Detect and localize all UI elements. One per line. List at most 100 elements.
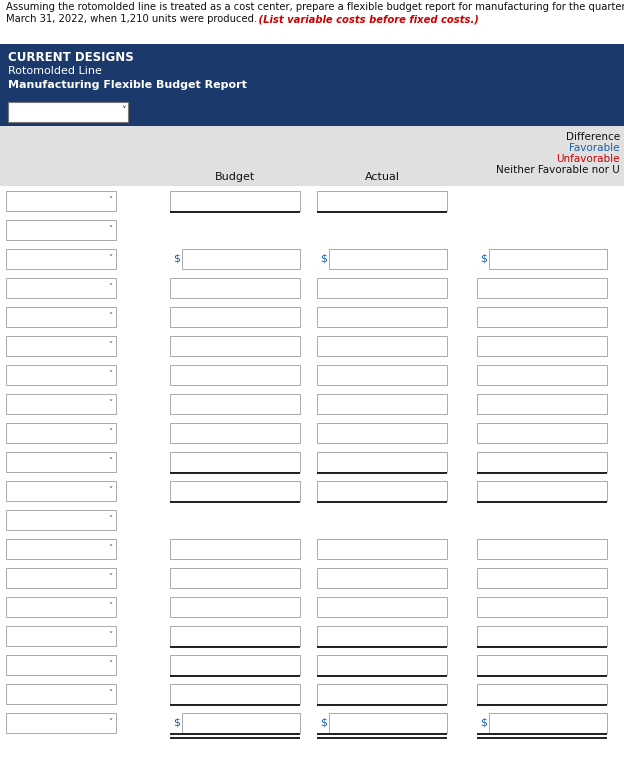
Bar [6,451,116,472]
Text: (List variable costs before fixed costs.): (List variable costs before fixed costs.… [255,14,479,24]
Bar [489,249,607,269]
Bar [317,364,447,385]
Bar [317,654,447,674]
Bar [170,451,300,472]
Bar [170,684,300,703]
Text: ˅: ˅ [108,370,112,379]
Bar [8,102,128,122]
Bar [477,277,607,298]
Bar [6,249,116,269]
Bar [477,684,607,703]
Text: $: $ [173,717,180,727]
Bar [6,597,116,616]
Bar [329,249,447,269]
Bar [170,364,300,385]
Bar [170,567,300,587]
Bar [6,654,116,674]
Bar [317,451,447,472]
Bar [6,510,116,529]
Bar [317,277,447,298]
Bar [170,277,300,298]
Bar [477,451,607,472]
Bar [6,423,116,442]
Text: ˅: ˅ [108,515,112,524]
Bar [6,219,116,239]
Text: ˅: ˅ [108,312,112,321]
Text: $: $ [173,253,180,263]
Bar [477,567,607,587]
Text: ˅: ˅ [108,602,112,611]
Text: March 31, 2022, when 1,210 units were produced.: March 31, 2022, when 1,210 units were pr… [6,14,257,24]
Bar [317,625,447,646]
Bar [317,538,447,559]
Bar [317,684,447,703]
Bar [477,480,607,500]
Text: ˅: ˅ [108,486,112,495]
Bar [6,277,116,298]
Text: $: $ [480,253,487,263]
Bar [182,713,300,733]
Bar [6,190,116,211]
Text: ˅: ˅ [108,196,112,205]
Bar [329,713,447,733]
Text: ˅: ˅ [108,544,112,553]
Text: ˅: ˅ [108,283,112,292]
Bar [477,336,607,356]
Bar [6,567,116,587]
Bar [6,306,116,326]
Bar [182,249,300,269]
Text: $: $ [320,717,327,727]
Bar [317,567,447,587]
Bar [6,684,116,703]
Text: ˅: ˅ [108,689,112,698]
Text: ˅: ˅ [108,718,112,727]
Bar [317,393,447,413]
Bar [317,306,447,326]
Text: ˅: ˅ [108,399,112,408]
Text: ˅: ˅ [108,225,112,234]
Text: CURRENT DESIGNS: CURRENT DESIGNS [8,51,134,64]
Bar [477,538,607,559]
Bar [477,306,607,326]
Bar [0,44,624,126]
Bar [0,126,624,186]
Text: ˅: ˅ [108,341,112,350]
Text: ˅: ˅ [108,428,112,437]
Bar [317,423,447,442]
Text: ˅: ˅ [108,254,112,263]
Text: Assuming the rotomolded line is treated as a cost center, prepare a flexible bud: Assuming the rotomolded line is treated … [6,2,624,12]
Bar [477,597,607,616]
Text: Rotomolded Line: Rotomolded Line [8,66,102,76]
Text: ˅: ˅ [121,106,126,116]
Bar [170,423,300,442]
Bar [170,336,300,356]
Bar [6,336,116,356]
Bar [170,597,300,616]
Bar [6,713,116,733]
Bar [477,364,607,385]
Bar [6,364,116,385]
Text: Budget: Budget [215,172,255,182]
Text: ˅: ˅ [108,631,112,640]
Bar [170,190,300,211]
Bar [6,538,116,559]
Bar [477,654,607,674]
Text: Unfavorable: Unfavorable [557,154,620,164]
Bar [170,654,300,674]
Bar [6,393,116,413]
Bar [477,423,607,442]
Bar [170,306,300,326]
Bar [317,597,447,616]
Text: Neither Favorable nor U: Neither Favorable nor U [496,165,620,175]
Text: ˅: ˅ [108,660,112,669]
Text: Manufacturing Flexible Budget Report: Manufacturing Flexible Budget Report [8,80,247,90]
Bar [477,393,607,413]
Text: $: $ [480,717,487,727]
Text: ˅: ˅ [108,573,112,582]
Bar [477,625,607,646]
Text: Favorable: Favorable [570,143,620,153]
Bar [317,480,447,500]
Bar [6,625,116,646]
Bar [6,480,116,500]
Text: Difference: Difference [566,132,620,142]
